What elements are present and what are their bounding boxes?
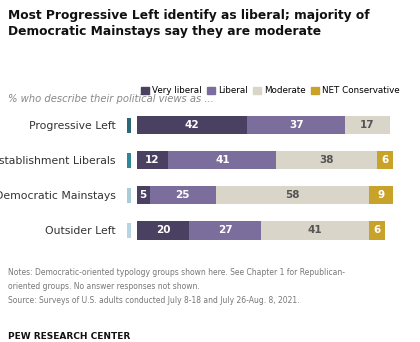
Bar	[261, 221, 369, 239]
Bar	[136, 221, 189, 239]
Text: 58: 58	[285, 190, 299, 200]
Bar	[345, 116, 390, 134]
Bar	[136, 151, 168, 169]
Text: 42: 42	[185, 120, 200, 130]
Text: % who describe their political views as ...: % who describe their political views as …	[8, 94, 214, 104]
Text: 6: 6	[373, 225, 381, 235]
Bar	[168, 151, 276, 169]
Text: oriented groups. No answer responses not shown.: oriented groups. No answer responses not…	[8, 282, 200, 291]
Text: 12: 12	[145, 155, 160, 165]
Bar	[136, 186, 150, 205]
Legend: Very liberal, Liberal, Moderate, NET Conservative: Very liberal, Liberal, Moderate, NET Con…	[138, 83, 403, 99]
Bar	[127, 188, 131, 203]
Text: 9: 9	[377, 190, 384, 200]
Text: Notes: Democratic-oriented typology groups shown here. See Chapter 1 for Republi: Notes: Democratic-oriented typology grou…	[8, 268, 345, 277]
Bar	[247, 116, 345, 134]
Text: 38: 38	[319, 155, 334, 165]
Bar	[189, 221, 261, 239]
Text: 25: 25	[176, 190, 190, 200]
Text: 37: 37	[289, 120, 304, 130]
Bar	[216, 186, 369, 205]
Text: 6: 6	[381, 155, 388, 165]
Bar	[127, 118, 131, 133]
Text: 20: 20	[156, 225, 170, 235]
Bar	[377, 151, 393, 169]
Bar	[127, 223, 131, 238]
Text: PEW RESEARCH CENTER: PEW RESEARCH CENTER	[8, 332, 131, 341]
Text: Source: Surveys of U.S. adults conducted July 8-18 and July 26-Aug. 8, 2021.: Source: Surveys of U.S. adults conducted…	[8, 296, 300, 305]
Bar	[369, 221, 385, 239]
Bar	[276, 151, 377, 169]
Text: 41: 41	[307, 225, 322, 235]
Bar	[127, 153, 131, 168]
Bar	[136, 116, 247, 134]
Bar	[369, 186, 393, 205]
Text: 17: 17	[360, 120, 375, 130]
Text: 41: 41	[215, 155, 230, 165]
Text: 5: 5	[139, 190, 147, 200]
Bar	[150, 186, 216, 205]
Text: 27: 27	[218, 225, 232, 235]
Text: Most Progressive Left identify as liberal; majority of
Democratic Mainstays say : Most Progressive Left identify as libera…	[8, 9, 370, 38]
